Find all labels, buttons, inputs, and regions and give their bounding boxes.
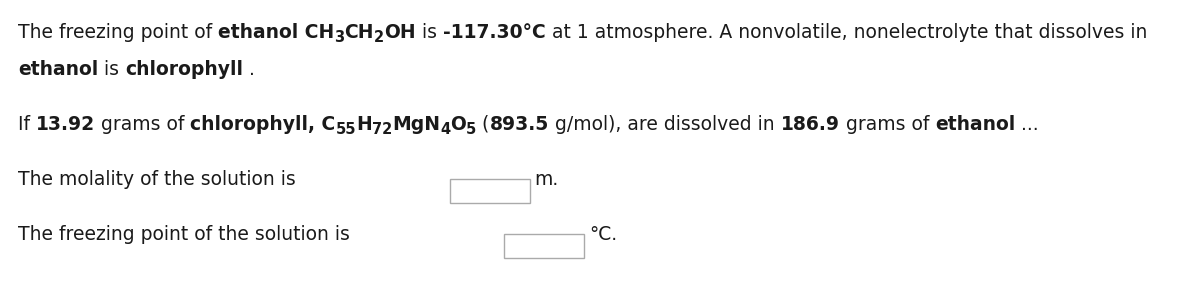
Text: m.: m. <box>535 170 559 189</box>
Text: 72: 72 <box>372 122 392 137</box>
Text: OH: OH <box>384 23 415 42</box>
Text: If: If <box>18 115 36 134</box>
Text: The molality of the solution is: The molality of the solution is <box>18 170 301 189</box>
Bar <box>450 179 529 203</box>
Text: .: . <box>244 60 256 79</box>
Text: °C.: °C. <box>589 225 617 244</box>
Text: The freezing point of: The freezing point of <box>18 23 218 42</box>
Bar <box>504 234 584 258</box>
Text: CH: CH <box>344 23 374 42</box>
Text: ...: ... <box>1015 115 1039 134</box>
Text: MgN: MgN <box>392 115 440 134</box>
Text: 893.5: 893.5 <box>490 115 550 134</box>
Text: chlorophyll, C: chlorophyll, C <box>191 115 336 134</box>
Text: grams of: grams of <box>95 115 191 134</box>
Text: The freezing point of the solution is: The freezing point of the solution is <box>18 225 356 244</box>
Text: 3: 3 <box>335 30 344 45</box>
Text: grams of: grams of <box>840 115 935 134</box>
Text: 2: 2 <box>374 30 384 45</box>
Text: g/mol), are dissolved in: g/mol), are dissolved in <box>550 115 781 134</box>
Text: ethanol: ethanol <box>18 60 98 79</box>
Text: 13.92: 13.92 <box>36 115 95 134</box>
Text: -117.30°C: -117.30°C <box>443 23 546 42</box>
Text: ethanol CH: ethanol CH <box>218 23 335 42</box>
Text: 4: 4 <box>440 122 450 137</box>
Text: ethanol: ethanol <box>935 115 1015 134</box>
Text: 5: 5 <box>467 122 476 137</box>
Text: 186.9: 186.9 <box>781 115 840 134</box>
Text: H: H <box>356 115 372 134</box>
Text: is: is <box>98 60 125 79</box>
Text: chlorophyll: chlorophyll <box>125 60 244 79</box>
Text: 55: 55 <box>336 122 356 137</box>
Text: is: is <box>415 23 443 42</box>
Text: at 1 atmosphere. A nonvolatile, nonelectrolyte that dissolves in: at 1 atmosphere. A nonvolatile, nonelect… <box>546 23 1147 42</box>
Text: (: ( <box>476 115 490 134</box>
Text: O: O <box>450 115 467 134</box>
